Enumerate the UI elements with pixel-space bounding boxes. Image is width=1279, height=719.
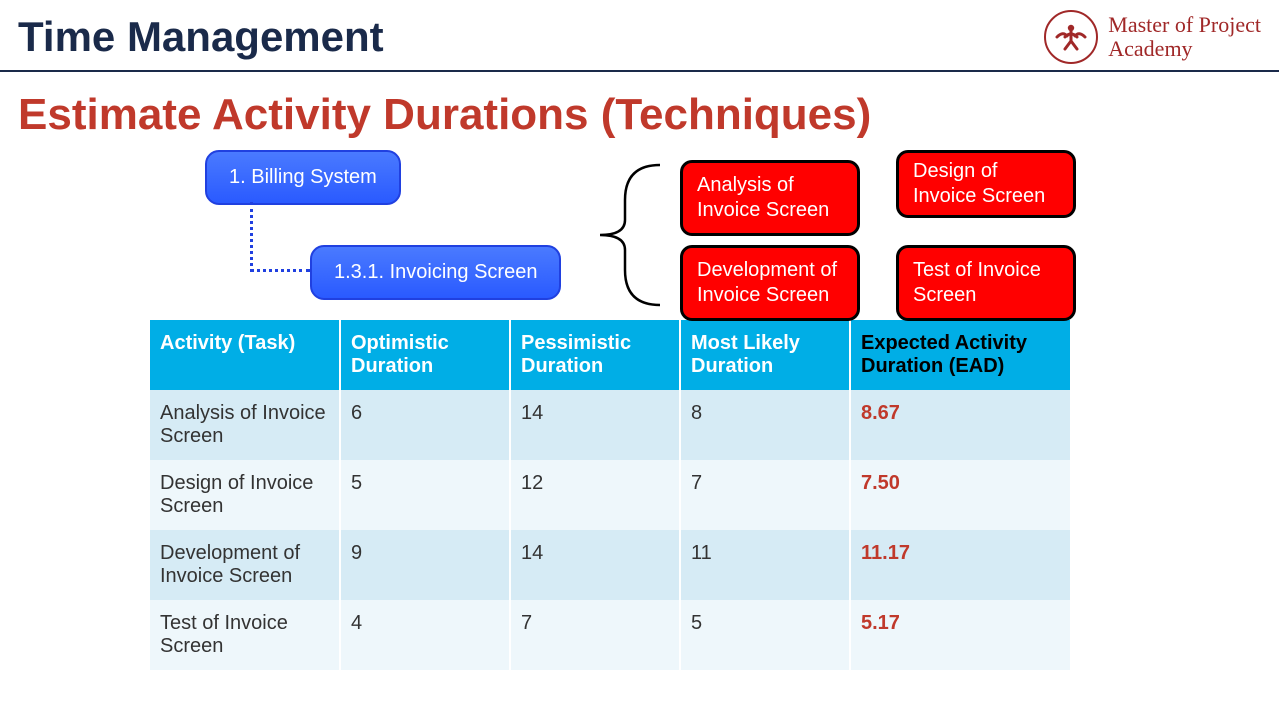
wbs-node-child: 1.3.1. Invoicing Screen xyxy=(310,245,561,300)
wbs-node-label: 1.3.1. Invoicing Screen xyxy=(334,261,537,283)
cell-likely: 5 xyxy=(680,600,850,670)
duration-table: Activity (Task) Optimistic Duration Pess… xyxy=(150,320,1070,670)
slide-subtitle: Estimate Activity Durations (Techniques) xyxy=(0,72,1279,150)
logo-text: Master of Project Academy xyxy=(1108,13,1261,61)
activity-box-label: Development of Invoice Screen xyxy=(697,259,837,306)
activity-box-label: Design of Invoice Screen xyxy=(913,160,1045,207)
cell-activity: Test of Invoice Screen xyxy=(150,600,340,670)
table-row: Design of Invoice Screen51277.50 xyxy=(150,460,1070,530)
cell-ead: 11.17 xyxy=(850,530,1070,600)
logo-text-line2: Academy xyxy=(1108,37,1261,61)
slide-header: Time Management Master of Project Academ… xyxy=(0,0,1279,72)
cell-activity: Design of Invoice Screen xyxy=(150,460,340,530)
cell-ead: 5.17 xyxy=(850,600,1070,670)
cell-optimistic: 5 xyxy=(340,460,510,530)
logo: Master of Project Academy xyxy=(1044,10,1261,64)
duration-table-wrap: Activity (Task) Optimistic Duration Pess… xyxy=(150,320,1070,670)
cell-likely: 8 xyxy=(680,390,850,460)
table-row: Test of Invoice Screen4755.17 xyxy=(150,600,1070,670)
cell-activity: Development of Invoice Screen xyxy=(150,530,340,600)
cell-pessimistic: 7 xyxy=(510,600,680,670)
col-optimistic: Optimistic Duration xyxy=(340,320,510,390)
activity-box-test: Test of Invoice Screen xyxy=(896,245,1076,321)
cell-optimistic: 6 xyxy=(340,390,510,460)
cell-pessimistic: 12 xyxy=(510,460,680,530)
col-pessimistic: Pessimistic Duration xyxy=(510,320,680,390)
activity-box-development: Development of Invoice Screen xyxy=(680,245,860,321)
col-most-likely: Most Likely Duration xyxy=(680,320,850,390)
cell-likely: 7 xyxy=(680,460,850,530)
wbs-node-root: 1. Billing System xyxy=(205,150,401,205)
cell-likely: 11 xyxy=(680,530,850,600)
cell-ead: 7.50 xyxy=(850,460,1070,530)
wbs-diagram: 1. Billing System 1.3.1. Invoicing Scree… xyxy=(150,150,1090,320)
cell-pessimistic: 14 xyxy=(510,530,680,600)
col-activity: Activity (Task) xyxy=(150,320,340,390)
cell-pessimistic: 14 xyxy=(510,390,680,460)
dotted-connector xyxy=(250,202,310,272)
table-row: Analysis of Invoice Screen61488.67 xyxy=(150,390,1070,460)
table-header-row: Activity (Task) Optimistic Duration Pess… xyxy=(150,320,1070,390)
activity-box-analysis: Analysis of Invoice Screen xyxy=(680,160,860,236)
activity-box-label: Analysis of Invoice Screen xyxy=(697,174,829,221)
activity-box-label: Test of Invoice Screen xyxy=(913,259,1041,306)
cell-optimistic: 9 xyxy=(340,530,510,600)
logo-text-line1: Master of Project xyxy=(1108,13,1261,37)
wbs-node-label: 1. Billing System xyxy=(229,166,377,188)
cell-activity: Analysis of Invoice Screen xyxy=(150,390,340,460)
header-title: Time Management xyxy=(18,13,384,61)
logo-icon xyxy=(1044,10,1098,64)
col-ead: Expected Activity Duration (EAD) xyxy=(850,320,1070,390)
activity-box-design: Design of Invoice Screen xyxy=(896,150,1076,218)
cell-optimistic: 4 xyxy=(340,600,510,670)
cell-ead: 8.67 xyxy=(850,390,1070,460)
table-row: Development of Invoice Screen9141111.17 xyxy=(150,530,1070,600)
brace-icon xyxy=(570,160,670,310)
